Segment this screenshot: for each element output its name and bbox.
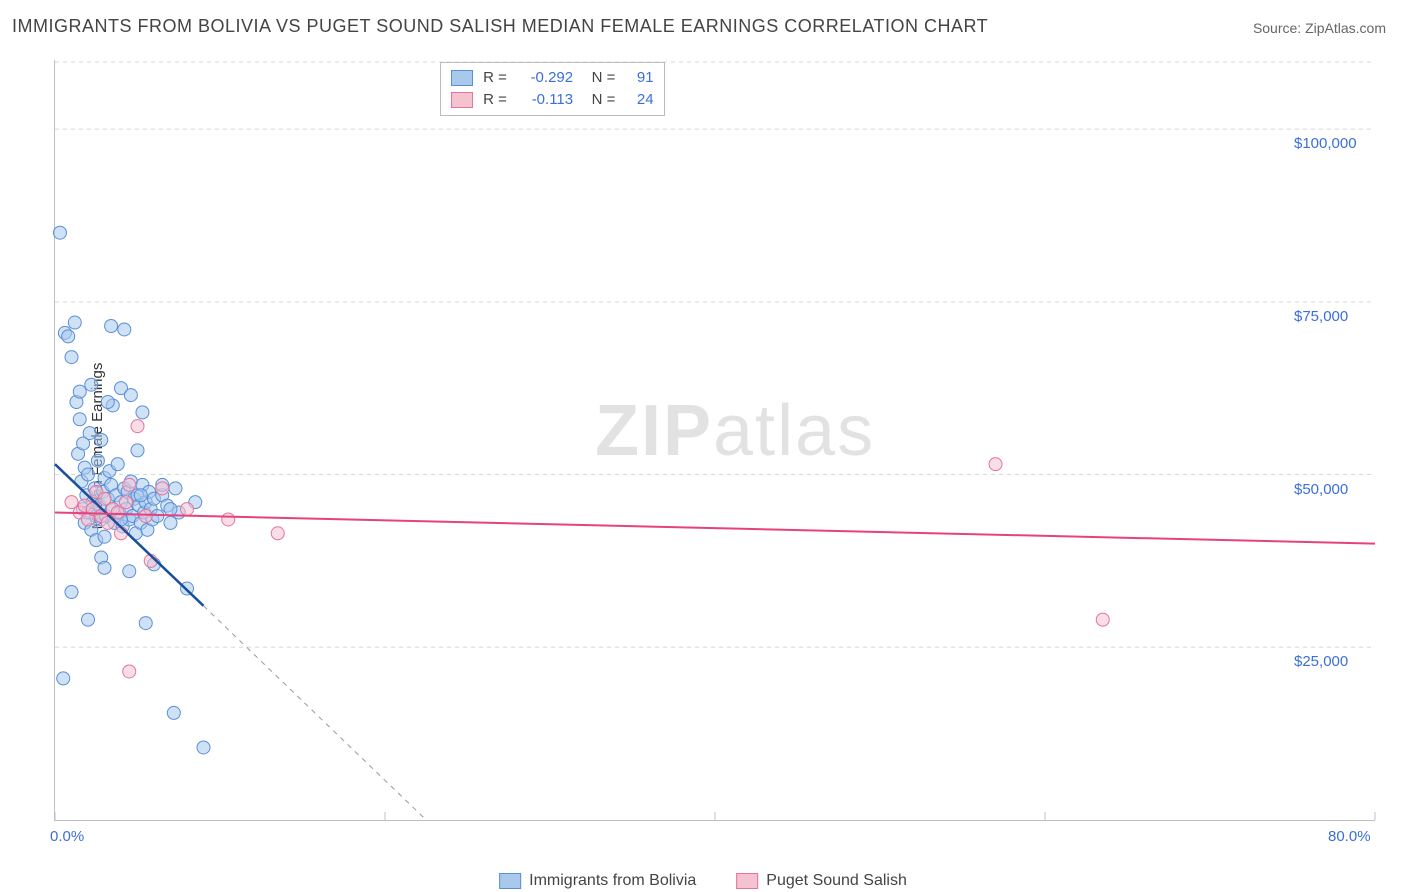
legend-swatch [451,92,473,108]
n-value: 24 [626,89,654,111]
y-tick-label: $100,000 [1294,135,1357,152]
y-tick-label: $25,000 [1294,653,1348,670]
r-value: -0.292 [517,67,573,89]
series-legend: Immigrants from Bolivia Puget Sound Salis… [499,872,907,890]
r-label: R = [479,89,511,111]
chart-title: IMMIGRANTS FROM BOLIVIA VS PUGET SOUND S… [12,16,988,37]
series-name: Immigrants from Bolivia [529,872,696,890]
series-name: Puget Sound Salish [766,872,907,890]
legend-swatch [499,873,521,889]
series-legend-item: Immigrants from Bolivia [499,872,696,890]
source-attribution: Source: ZipAtlas.com [1253,20,1386,36]
legend-swatch [451,70,473,86]
source-label: Source: [1253,20,1305,36]
r-value: -0.113 [517,89,573,111]
stats-legend-row: R = -0.113 N = 24 [451,89,654,111]
legend-swatch [736,873,758,889]
stats-legend-row: R = -0.292 N = 91 [451,67,654,89]
plot-svg [55,60,1375,820]
y-tick-label: $75,000 [1294,308,1348,325]
plot-area: ZIPatlas [54,60,1375,821]
n-label: N = [579,67,619,89]
y-tick-label: $50,000 [1294,481,1348,498]
stats-legend: R = -0.292 N = 91 R = -0.113 N = 24 [440,62,665,116]
x-tick-label: 0.0% [50,828,84,845]
correlation-chart: IMMIGRANTS FROM BOLIVIA VS PUGET SOUND S… [0,0,1406,892]
r-label: R = [479,67,511,89]
n-value: 91 [626,67,654,89]
n-label: N = [579,89,619,111]
x-tick-label: 80.0% [1328,828,1371,845]
series-legend-item: Puget Sound Salish [736,872,907,890]
source-value: ZipAtlas.com [1305,20,1386,36]
